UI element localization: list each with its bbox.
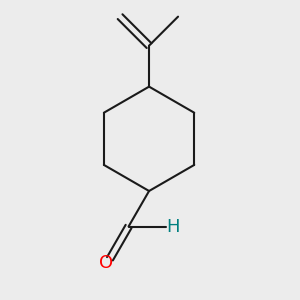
- Text: H: H: [167, 218, 180, 236]
- Text: O: O: [99, 254, 113, 272]
